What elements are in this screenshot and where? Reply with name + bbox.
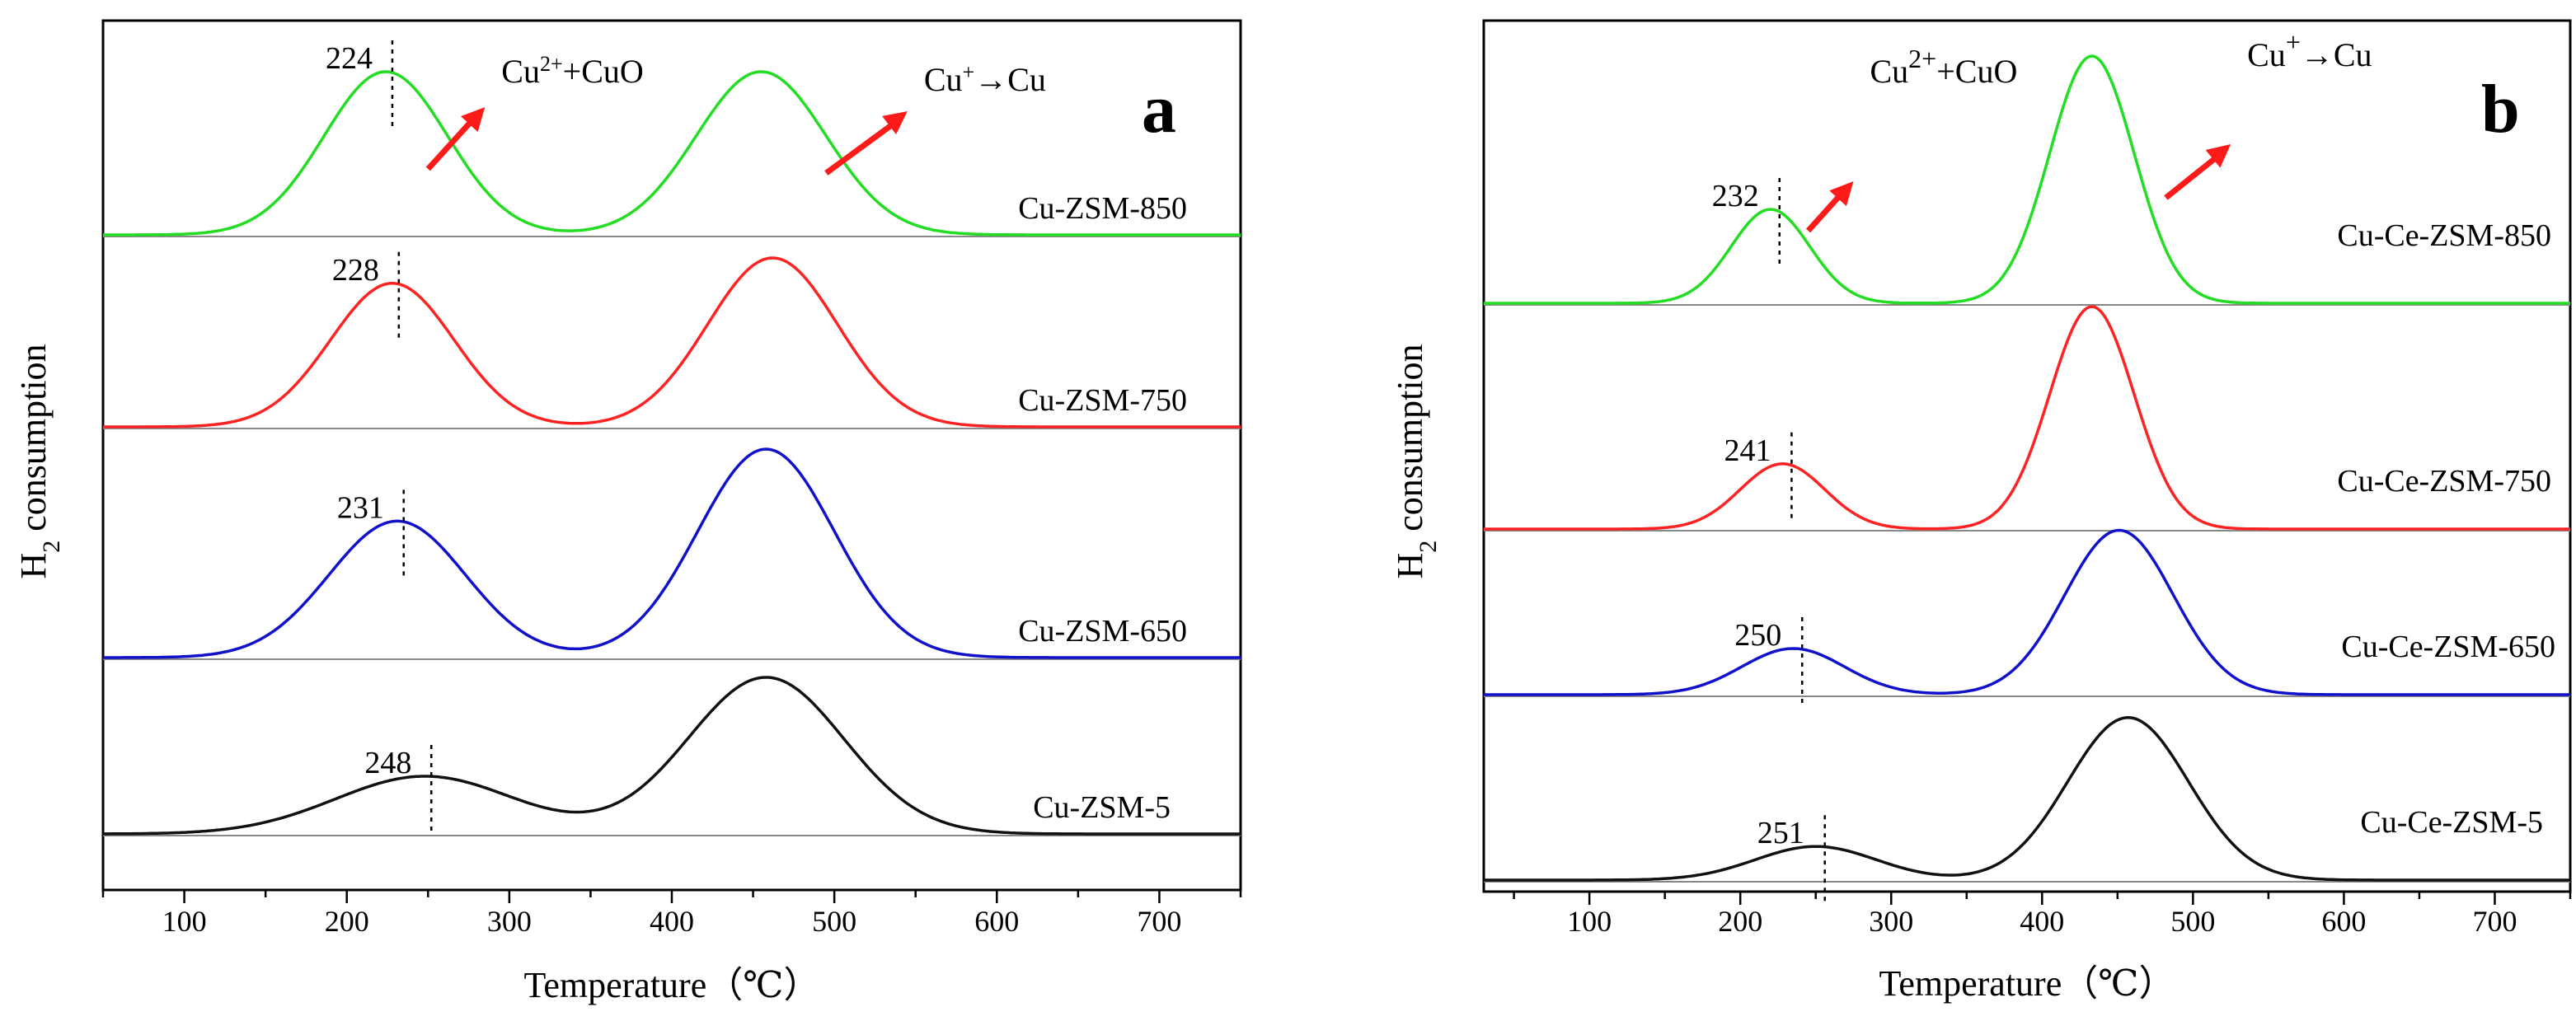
- peak-temperature-label: 248: [364, 746, 411, 780]
- y-axis-title: H2 consumption: [13, 344, 65, 578]
- peak-temperature-label: 228: [332, 253, 379, 288]
- annotation-arrow-head: [1829, 181, 1854, 207]
- annotation-rest: +CuO: [563, 53, 644, 90]
- annotation-rest: +CuO: [1936, 53, 2017, 90]
- annotation-arrow-head: [461, 107, 486, 133]
- annotation-arrow-shaft: [2164, 150, 2225, 200]
- x-tick-label: 300: [487, 905, 532, 938]
- panel-letter: b: [2481, 71, 2520, 148]
- y-axis-title-main: H: [1390, 553, 1430, 579]
- x-tick-label: 400: [650, 905, 694, 938]
- series-line-cu-ce-zsm-750: [1484, 305, 2570, 531]
- annotation-superscript: 2+: [1908, 44, 1936, 73]
- series-line-cu-ce-zsm-850: [1484, 54, 2570, 305]
- y-axis-title-main: H: [13, 553, 54, 579]
- x-tick-label: 700: [2472, 905, 2517, 938]
- panel-letter: a: [1142, 71, 1176, 148]
- annotation-text: Cu: [2247, 36, 2286, 73]
- sample-name-label: Cu-ZSM-750: [1018, 383, 1187, 418]
- x-tick-label: 600: [2321, 905, 2366, 938]
- series-line-cu-zsm-650: [103, 447, 1241, 659]
- peak-temperature-label: 250: [1734, 618, 1781, 653]
- x-tick-label: 100: [1567, 905, 1612, 938]
- sample-name-label: Cu-ZSM-850: [1018, 191, 1187, 226]
- sample-name-label: Cu-Ce-ZSM-5: [2360, 805, 2543, 840]
- sample-name-label: Cu-Ce-ZSM-650: [2341, 630, 2555, 664]
- annotation-superscript: 2+: [540, 52, 563, 76]
- annotation-text: Cu: [501, 53, 540, 90]
- chart-panel-a: 100 200 300 400 500 600 700 Temperature（℃） H2 co…: [13, 19, 1242, 1005]
- chart-panel-b: 100 200 300 400 500 600 700 Temperature（℃） H2 co…: [1390, 19, 2572, 1004]
- annotation-arrow-shaft: [824, 117, 901, 176]
- x-axis-title: Temperature（℃）: [1879, 963, 2175, 1004]
- annotation-label-cu2: Cu2++CuO: [501, 52, 643, 91]
- annotation-label-cu1: Cu+→Cu: [924, 60, 1046, 99]
- x-tick-label: 700: [1137, 905, 1181, 938]
- x-tick-label: 600: [974, 905, 1019, 938]
- sample-name-label: Cu-Ce-ZSM-750: [2337, 464, 2551, 499]
- annotation-superscript: +: [2286, 27, 2301, 57]
- y-axis-title-subscript: 2: [38, 541, 65, 553]
- peak-temperature-label: 251: [1757, 816, 1804, 850]
- annotation-rest: →Cu: [2301, 36, 2372, 73]
- y-axis-title: H2 consumption: [1390, 344, 1442, 578]
- x-tick-label: 300: [1869, 905, 1913, 938]
- annotation-arrow-shaft: [425, 113, 479, 171]
- x-tick-label: 400: [2020, 905, 2064, 938]
- peak-temperature-label: 232: [1712, 179, 1759, 213]
- sample-name-label: Cu-ZSM-5: [1033, 790, 1171, 825]
- annotation-arrow-head: [882, 111, 908, 135]
- x-tick-label: 100: [162, 905, 207, 938]
- annotation-text: Cu: [924, 61, 963, 98]
- peak-temperature-label: 231: [337, 490, 384, 525]
- annotation-rest: →Cu: [974, 61, 1046, 98]
- series-line-cu-ce-zsm-650: [1484, 528, 2570, 696]
- x-axis-title: Temperature（℃）: [524, 965, 820, 1005]
- series-line-cu-zsm-5: [103, 676, 1241, 836]
- series-line-cu-zsm-850: [103, 70, 1241, 237]
- annotation-superscript: +: [963, 60, 975, 84]
- peak-temperature-label: 224: [326, 41, 373, 76]
- y-axis-title-rest: consumption: [13, 344, 54, 540]
- x-tick-label: 200: [1718, 905, 1762, 938]
- sample-name-label: Cu-ZSM-650: [1018, 614, 1187, 649]
- y-axis-title-rest: consumption: [1390, 344, 1430, 540]
- annotation-arrow-head: [2205, 144, 2231, 168]
- plot-frame: [1482, 19, 2572, 893]
- x-tick-label: 500: [2170, 905, 2215, 938]
- peak-temperature-label: 241: [1724, 433, 1771, 468]
- x-tick-label: 500: [812, 905, 856, 938]
- series-line-cu-ce-zsm-5: [1484, 716, 2570, 882]
- sample-name-label: Cu-Ce-ZSM-850: [2337, 218, 2551, 253]
- annotation-label-cu2: Cu2++CuO: [1870, 44, 2017, 90]
- y-axis-title-subscript: 2: [1415, 541, 1442, 553]
- x-tick-label: 200: [325, 905, 369, 938]
- annotation-text: Cu: [1870, 53, 1908, 90]
- series-line-cu-zsm-750: [103, 256, 1241, 429]
- annotation-label-cu1: Cu+→Cu: [2247, 27, 2372, 73]
